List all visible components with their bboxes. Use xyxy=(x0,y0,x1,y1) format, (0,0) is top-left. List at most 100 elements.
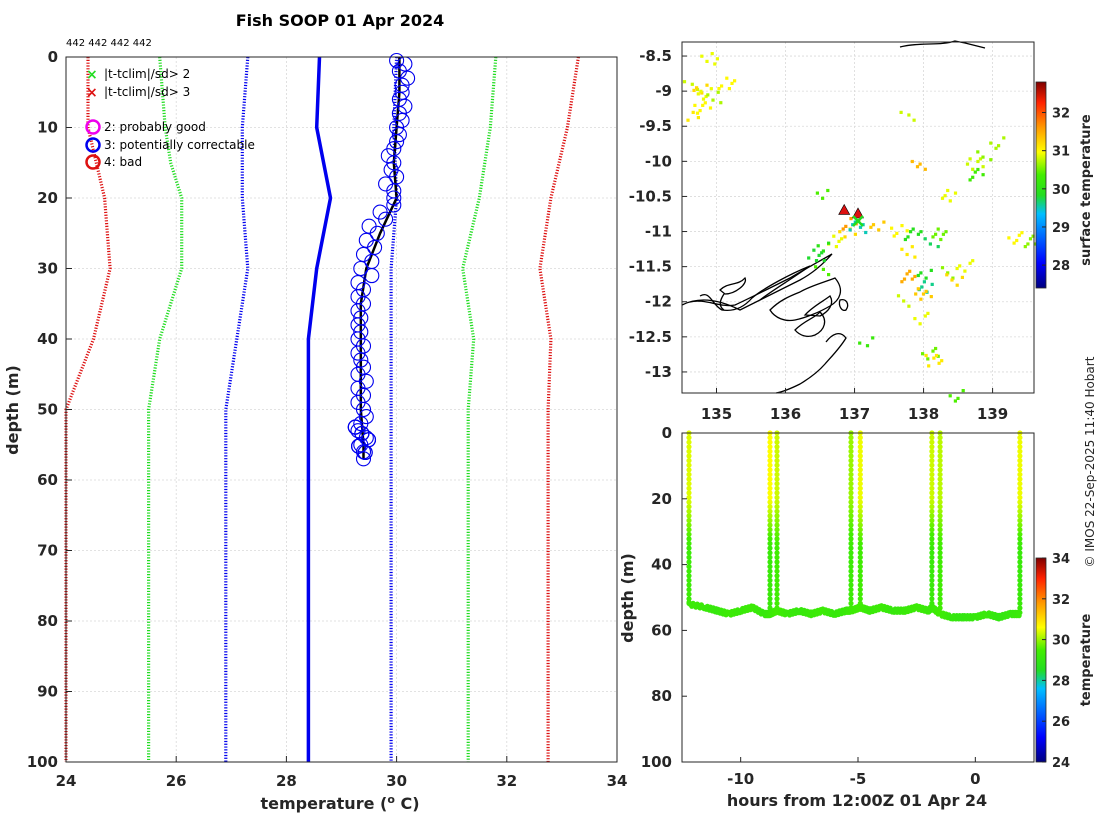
map-sst-cell xyxy=(905,272,909,276)
timedepth-point xyxy=(686,545,692,551)
timedepth-point xyxy=(767,564,773,570)
flagged-point xyxy=(378,211,394,227)
timedepth-point xyxy=(1017,554,1023,561)
timedepth-point xyxy=(929,591,935,597)
map-sst-cell xyxy=(968,261,972,265)
timedepth-point xyxy=(774,444,780,450)
timedepth-point xyxy=(686,554,692,561)
map-position-triangle xyxy=(851,207,865,219)
profile-xlabel-sup: o xyxy=(387,793,395,806)
timedepth-point xyxy=(937,471,943,478)
map-sst-cell xyxy=(961,389,965,393)
timedepth-point xyxy=(774,435,780,441)
timedepth-point xyxy=(686,522,692,528)
timedepth-point xyxy=(937,508,943,514)
map-sst-cell xyxy=(701,97,706,101)
timedepth-point xyxy=(1017,499,1023,505)
map-sst-cell xyxy=(817,253,821,257)
profile-plot-area xyxy=(66,57,617,762)
timedepth-point xyxy=(848,564,854,570)
timedepth-point xyxy=(686,471,692,478)
map-sst-cell xyxy=(911,227,915,231)
timedepth-point xyxy=(857,545,863,551)
map-sst-cell xyxy=(838,230,842,234)
timedepth-point xyxy=(937,439,943,445)
timedepth-point xyxy=(767,587,773,593)
map-sst-cell xyxy=(943,194,947,198)
timedepth-point xyxy=(774,494,780,501)
map-sst-cell xyxy=(1031,234,1035,238)
legend-marker-x-green: × xyxy=(86,67,98,83)
timedepth-point xyxy=(767,559,773,565)
timedepth-point xyxy=(1017,513,1023,519)
map-sst-cell xyxy=(895,231,899,235)
timedepth-point xyxy=(774,573,780,579)
timedepth-point xyxy=(929,545,935,551)
profile-ytick-label: 90 xyxy=(37,683,58,701)
map-sst-cell xyxy=(715,57,719,61)
timedepth-point xyxy=(686,568,692,574)
legend-marker-flag2 xyxy=(85,119,101,135)
map-colorbar-tick-label: 29 xyxy=(1052,221,1070,236)
map-sst-cell xyxy=(812,248,816,252)
timedepth-point xyxy=(857,467,863,473)
map-sst-cell xyxy=(705,83,709,87)
timedepth-colorbar xyxy=(1035,557,1047,763)
timedepth-point xyxy=(857,481,863,487)
map-sst-cell xyxy=(705,59,709,63)
timedepth-point xyxy=(686,508,692,514)
timedepth-point xyxy=(767,554,773,561)
map-sst-cell xyxy=(929,268,933,272)
map-position-triangle xyxy=(838,203,851,215)
map-sst-cell xyxy=(945,273,949,277)
map-colorbar-tick-label: 31 xyxy=(1052,145,1070,160)
timedepth-point xyxy=(1017,439,1023,445)
map-sst-cell xyxy=(696,116,700,120)
timedepth-point xyxy=(1017,568,1023,574)
timedepth-point xyxy=(767,476,773,482)
timedepth-point xyxy=(686,490,692,496)
map-sst-cell xyxy=(903,237,907,242)
timedepth-point xyxy=(937,517,943,524)
map-sst-cell xyxy=(692,88,696,92)
timedepth-point xyxy=(774,471,780,478)
map-sst-cell xyxy=(913,317,917,321)
map-ytick-label: -11 xyxy=(645,223,672,241)
timedepth-point xyxy=(1017,531,1023,537)
timedepth-point xyxy=(686,494,692,501)
map-sst-cell xyxy=(924,276,928,280)
timedepth-point xyxy=(767,435,773,441)
timedepth-point xyxy=(767,471,773,478)
timedepth-xtick-label: -5 xyxy=(850,770,867,788)
map-sst-cell xyxy=(700,54,704,58)
timedepth-point xyxy=(767,600,773,607)
timedepth-point xyxy=(1017,527,1023,533)
timedepth-point xyxy=(857,596,863,602)
profile-annotation: 442 442 442 442 xyxy=(66,38,152,49)
timedepth-point xyxy=(1017,536,1023,542)
credit-text: © IMOS 22-Sep-2025 11:40 Hobart xyxy=(1083,356,1097,567)
timedepth-point xyxy=(686,485,692,491)
map-sst-cell xyxy=(700,91,704,95)
timedepth-point xyxy=(686,564,692,570)
timedepth-point xyxy=(1017,471,1023,478)
map-xtick-label: 135 xyxy=(701,405,732,423)
timedepth-point xyxy=(937,453,943,459)
map-sst-cell xyxy=(1007,236,1011,240)
timedepth-point xyxy=(848,439,854,445)
flagged-point xyxy=(386,197,402,213)
map-sst-cell xyxy=(905,229,909,233)
timedepth-point xyxy=(937,494,943,501)
timedepth-point xyxy=(774,453,780,459)
timedepth-point xyxy=(937,467,943,473)
timedepth-point xyxy=(929,596,935,602)
timedepth-point xyxy=(848,499,854,505)
map-sst-cell xyxy=(686,118,690,122)
timedepth-point xyxy=(937,573,943,579)
map-sst-cell xyxy=(900,280,904,284)
timedepth-point xyxy=(848,481,854,487)
map-sst-cell xyxy=(936,354,940,358)
map-sst-cell xyxy=(910,245,914,249)
timedepth-point xyxy=(686,453,692,459)
map-sst-cell xyxy=(916,287,920,291)
